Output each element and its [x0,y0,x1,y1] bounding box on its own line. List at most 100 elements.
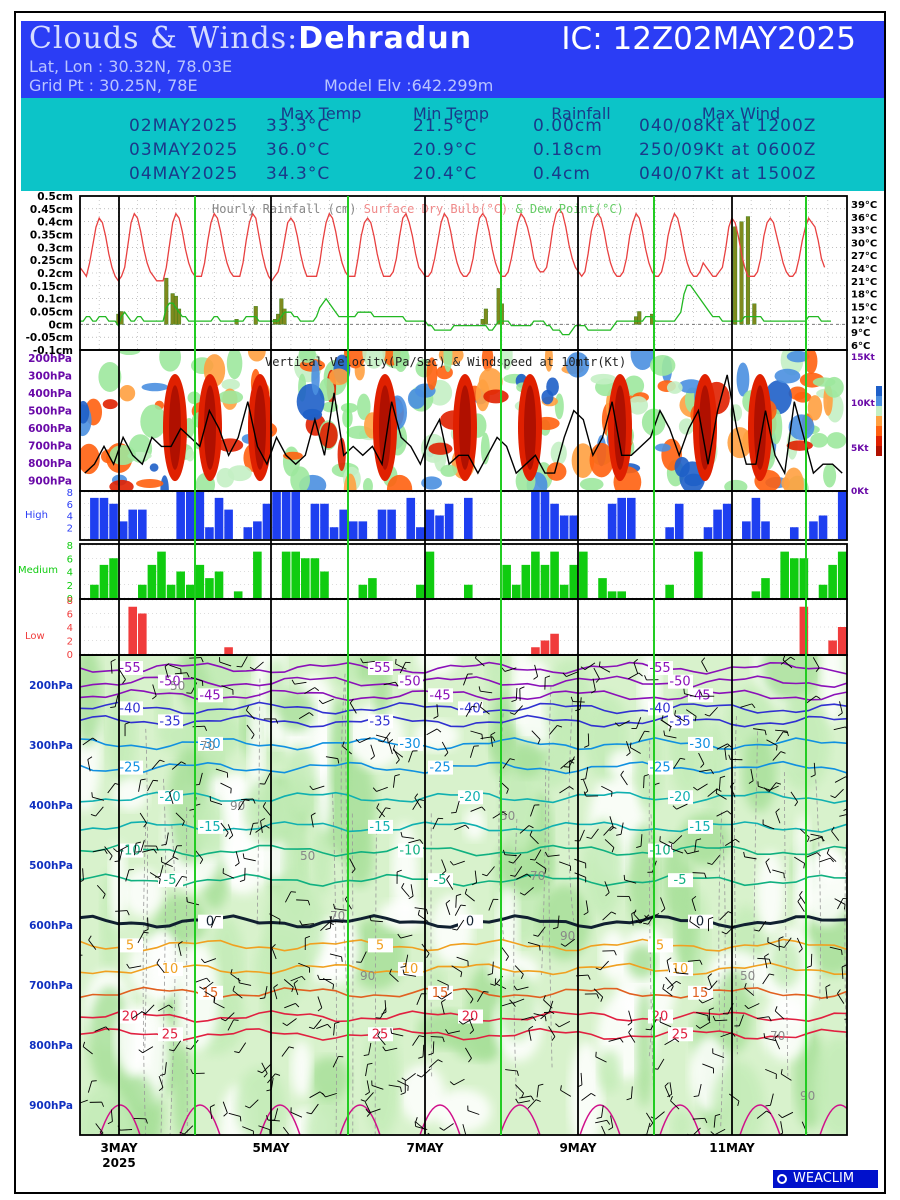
high-cloud-bar [281,492,291,539]
low-cloud-ytick: 2 [67,637,73,648]
wind-barb [397,1080,409,1087]
wind-barb [119,849,123,861]
isotherm-label-bg [668,790,693,805]
wind-barb [107,783,116,794]
wind-barb [152,684,157,697]
wind-barb [601,1125,606,1135]
vv-blob [337,437,346,471]
wind-barb-flag [613,950,617,956]
isotherm-label: -55 [119,661,140,676]
vv-blob [678,418,695,435]
wind-barb [453,1078,465,1086]
wind-barb [770,1093,774,1106]
wind-barb-flag [408,895,414,900]
rh-label: 70 [530,869,545,883]
wind-barb [87,1081,93,1093]
medium-cloud-bar [531,551,540,598]
wind-barb [528,1028,532,1041]
wind-barb-flag [689,916,692,922]
wind-barb [630,1086,633,1099]
day-lines [118,196,807,1135]
isotherm-label: -40 [119,701,140,716]
wind-barb [839,814,847,817]
wind-barb-flag [449,1081,455,1086]
wind-barb-flag [608,1127,613,1131]
vv-blob [159,350,182,372]
wind-barb [609,816,614,828]
high-cloud-bar [406,497,416,539]
wind-barb [781,1111,794,1119]
wind-barb [443,1123,454,1131]
rain-bar [234,319,239,325]
wind-barb-flag [698,999,703,1004]
medium-cloud-bar [617,591,626,598]
humidity-blob [464,808,486,841]
humidity-blob [262,973,295,1037]
wind-barb [590,828,599,839]
wind-barb [322,978,334,985]
isotherm-label: -40 [459,701,480,716]
wind-barb [628,1032,636,1043]
wind-barb [213,1002,225,1009]
isotherm-label: 25 [372,1027,389,1042]
high-cloud-bar [531,492,540,539]
medium-cloud-bar [828,564,837,598]
wind-barb-flag [220,1018,226,1022]
vv-blob [812,377,836,387]
vv-blob [141,382,169,392]
wind-barb-flag [400,831,403,837]
wind-barb-flag [234,862,240,867]
high-cloud-bar [435,515,444,539]
isotherm-label-bg [668,962,693,977]
isotherm-label-bg [118,701,143,716]
wind-barb [290,975,302,982]
wind-barb [500,1002,513,1007]
wind-barb [659,1021,672,1028]
humidity-blob [510,739,544,778]
wind-barb-flag [360,1099,366,1102]
wind-barb-flag [807,837,810,843]
isotherm-label-bg [458,790,483,805]
isotherm-label-bg [158,1027,183,1042]
vv-blob [290,466,311,491]
medium-cloud-bar [90,584,99,598]
wind-barb-flag [799,890,803,896]
wind-barb [837,993,845,1004]
isotherm-label: -10 [399,844,420,859]
wind-barb [659,840,671,847]
isotherm-label: -10 [649,844,670,859]
daily-summary: Max Temp Min Temp Rainfall Max Wind 02MA… [21,98,884,191]
wind-barb-flag [533,934,539,937]
wind-barb-flag [786,731,789,737]
wind-barb [477,991,484,1002]
wind-barb [258,1125,270,1131]
wind-barb [519,825,530,834]
wind-barb [364,1101,371,1114]
rh-contour [142,824,147,1135]
vv-blob [80,400,90,424]
wind-barb-flag [464,888,468,894]
wind-barb-flag [223,1112,228,1117]
medium-cloud-bar [761,578,770,598]
wind-barb-flag [164,663,170,667]
surface-contour [99,1104,141,1135]
wind-barb [646,1122,651,1135]
weaclim-badge[interactable]: WEACLIM [773,1170,878,1188]
humidity-blob [243,778,295,845]
wind-barb-flag [769,973,775,976]
isotherm-label: -30 [399,737,420,752]
humidity-blob [247,684,265,802]
wind-barb-flag [173,856,179,860]
isotherm-label: -10 [119,844,140,859]
wind-barb [834,776,846,783]
low-cloud-ytick: 8 [67,596,73,607]
wind-barb-flag [275,1073,281,1076]
wind-barb [758,785,770,791]
title-prefix: Clouds & Winds: [29,21,299,56]
high-cloud-bar [818,515,828,539]
rh-contour [541,761,547,976]
wind-barb [115,910,128,912]
rain-ytick: -0.1cm [33,345,73,357]
vv-blob [109,479,134,491]
rh-label: 50 [300,849,315,863]
